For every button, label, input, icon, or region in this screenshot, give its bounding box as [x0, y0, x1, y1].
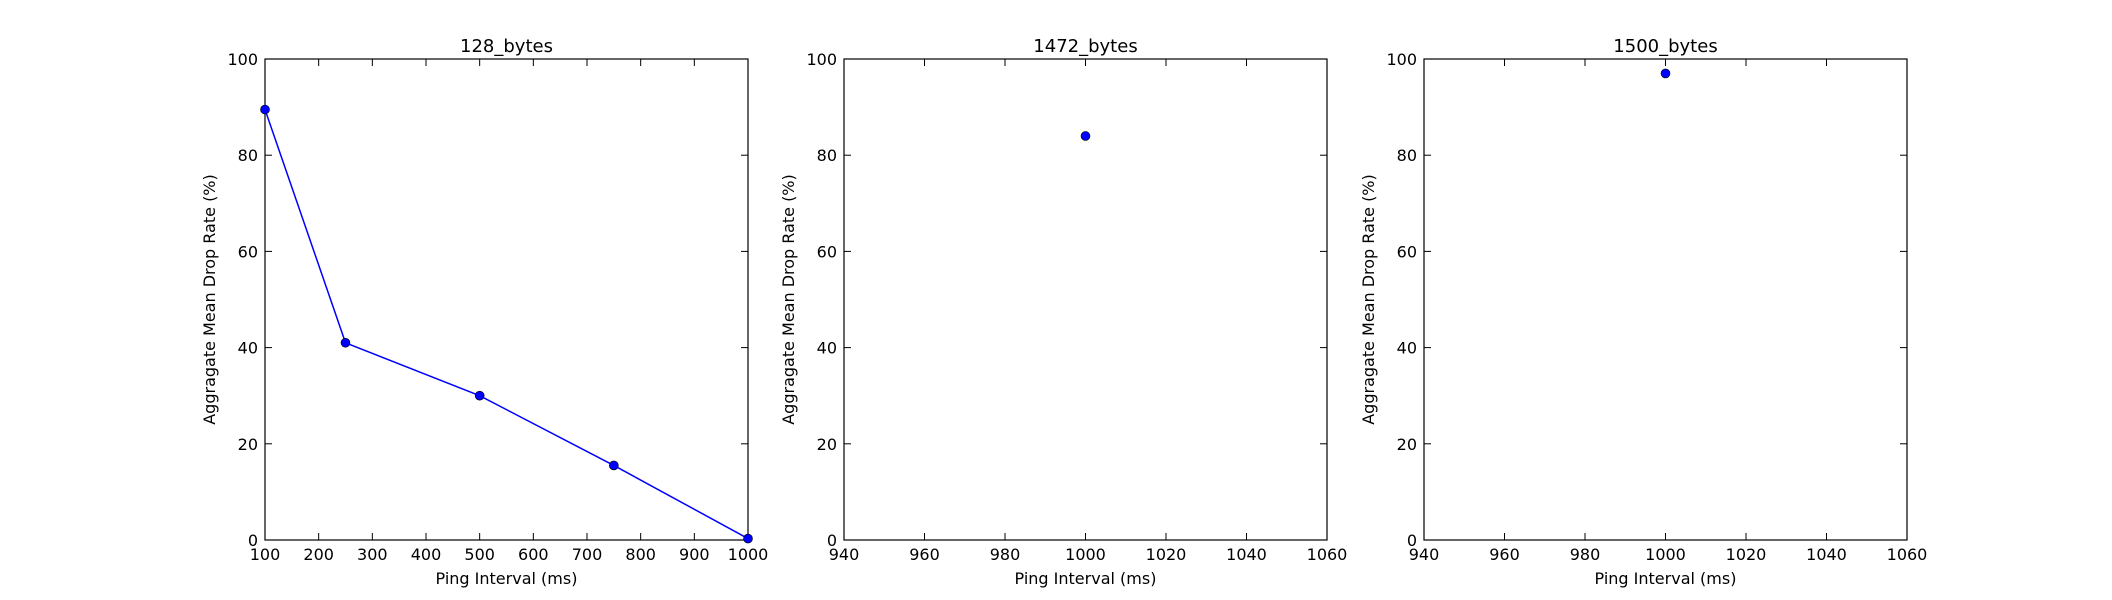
y-tick-label: 80 — [817, 146, 837, 165]
data-point — [1660, 68, 1671, 79]
y-tick-label: 80 — [1397, 146, 1417, 165]
axes-frame — [1423, 58, 1908, 541]
y-tick-label: 20 — [1397, 435, 1417, 454]
x-tick-label: 960 — [909, 545, 940, 564]
data-point — [474, 390, 485, 401]
y-tick-label: 0 — [248, 531, 258, 550]
x-axis-label: Ping Interval (ms) — [1015, 569, 1157, 588]
x-axis-label: Ping Interval (ms) — [436, 569, 578, 588]
y-tick-label: 40 — [238, 339, 258, 358]
y-tick-label: 0 — [1407, 531, 1417, 550]
y-tick-label: 40 — [817, 339, 837, 358]
axes-frame — [843, 58, 1328, 541]
y-tick-label: 100 — [1386, 50, 1417, 69]
y-tick-label: 60 — [817, 242, 837, 261]
series-line — [264, 109, 749, 540]
x-tick-label: 980 — [990, 545, 1021, 564]
y-axis-label: Aggragate Mean Drop Rate (%) — [779, 174, 798, 425]
chart-title: 128_bytes — [460, 36, 553, 57]
x-tick-label: 1000 — [1065, 545, 1106, 564]
y-tick-label: 80 — [238, 146, 258, 165]
x-tick-label: 400 — [411, 545, 442, 564]
x-tick-label: 500 — [464, 545, 495, 564]
y-axis-label: Aggragate Mean Drop Rate (%) — [200, 174, 219, 425]
x-tick-label: 600 — [518, 545, 549, 564]
x-tick-label: 700 — [572, 545, 603, 564]
subplot-1: 100 200 300 400 500 600 700 800 900 1000 0 20 40 60 80… — [200, 36, 768, 588]
x-tick-label: 900 — [679, 545, 710, 564]
subplot-3: 940 960 980 1000 1020 1040 1060 0 20 40 60 80 100 150… — [1359, 36, 1927, 588]
x-tick-label: 300 — [357, 545, 388, 564]
x-tick-label: 1020 — [1726, 545, 1767, 564]
y-tick-label: 60 — [238, 242, 258, 261]
x-tick-label: 100 — [250, 545, 281, 564]
x-tick-label: 800 — [625, 545, 656, 564]
y-tick-label: 0 — [827, 531, 837, 550]
x-tick-label: 1000 — [728, 545, 769, 564]
x-tick-label: 960 — [1489, 545, 1520, 564]
x-tick-label: 200 — [303, 545, 334, 564]
x-tick-label: 1060 — [1887, 545, 1928, 564]
y-tick-label: 60 — [1397, 242, 1417, 261]
x-tick-label: 1000 — [1645, 545, 1686, 564]
data-point — [260, 104, 270, 115]
y-tick-label: 20 — [238, 435, 258, 454]
data-point — [340, 337, 351, 348]
x-tick-label: 980 — [1570, 545, 1601, 564]
data-point — [1080, 131, 1091, 141]
y-axis-label: Aggragate Mean Drop Rate (%) — [1359, 174, 1378, 425]
axes-frame — [264, 58, 749, 541]
data-point — [609, 460, 619, 471]
x-tick-label: 1040 — [1226, 545, 1267, 564]
x-tick-label: 1020 — [1146, 545, 1187, 564]
data-point — [743, 533, 753, 544]
y-tick-label: 100 — [806, 50, 837, 69]
x-axis-label: Ping Interval (ms) — [1595, 569, 1737, 588]
chart-title: 1472_bytes — [1033, 36, 1137, 57]
x-tick-label: 940 — [1409, 545, 1440, 564]
y-tick-label: 100 — [227, 50, 258, 69]
subplot-2: 940 960 980 1000 1020 1040 1060 0 20 40 60 80 100 147… — [779, 36, 1347, 588]
y-tick-label: 40 — [1397, 339, 1417, 358]
x-tick-label: 1040 — [1806, 545, 1847, 564]
chart-title: 1500_bytes — [1613, 36, 1717, 57]
x-tick-label: 1060 — [1307, 545, 1348, 564]
y-tick-label: 20 — [817, 435, 837, 454]
x-tick-label: 940 — [829, 545, 860, 564]
